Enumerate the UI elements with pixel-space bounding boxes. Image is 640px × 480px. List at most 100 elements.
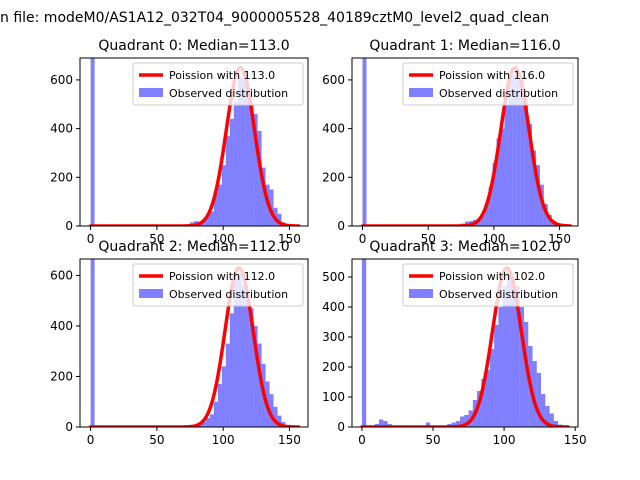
histogram-bar [205, 215, 210, 226]
x-tick-label: 150 [278, 433, 301, 447]
histogram-bar [496, 138, 501, 226]
x-tick-label: 0 [87, 232, 95, 246]
histogram-bar [257, 343, 262, 427]
histogram-bar [253, 325, 258, 427]
histogram-bar [253, 114, 258, 226]
histogram-bar [241, 285, 246, 427]
legend-hist-swatch [139, 88, 163, 97]
histogram-bar [520, 79, 525, 226]
histogram-bar [237, 77, 242, 226]
histogram-bar [506, 271, 512, 427]
x-tick-label: 50 [149, 232, 164, 246]
panel-0: 0 50 100 150 0 200 400 600 Quadrant 0: Median=11… [50, 38, 309, 246]
plot-area [360, 58, 572, 226]
poisson-fit-line [360, 266, 570, 427]
panel-title: Quadrant 3: Median=102.0 [369, 239, 560, 255]
y-tick-label: 400 [322, 122, 345, 136]
histogram-bar [489, 349, 495, 427]
histogram-bar [217, 384, 222, 427]
x-tick-label: 50 [425, 433, 440, 447]
histogram-bar [425, 422, 431, 427]
legend-fit-label: Poission with 116.0 [439, 69, 545, 82]
histogram-bar [488, 187, 493, 226]
x-tick-label: 0 [358, 433, 366, 447]
histogram-bar [532, 361, 537, 427]
axes-frame [351, 57, 579, 227]
histogram-bar [455, 421, 461, 427]
x-tick-label: 150 [564, 433, 587, 447]
histogram-bar [549, 413, 554, 427]
histogram-bar [221, 165, 226, 226]
poisson-fit-line [88, 266, 301, 427]
histogram-bar [523, 322, 529, 427]
histogram-bar [481, 379, 486, 427]
x-tick-label: 100 [212, 433, 235, 447]
histogram-bar [249, 101, 254, 226]
y-tick-label: 200 [322, 360, 345, 374]
y-tick-label: 600 [50, 268, 73, 282]
legend-box [402, 263, 574, 307]
x-tick-label: 50 [421, 232, 436, 246]
x-tick-label: 0 [359, 232, 367, 246]
panel-title: Quadrant 0: Median=113.0 [98, 38, 289, 54]
histogram-bar [90, 58, 95, 226]
histogram-bar [209, 211, 214, 226]
x-tick-label: 150 [278, 232, 301, 246]
plot-area [88, 58, 301, 226]
plot-area [360, 259, 570, 427]
y-tick-label: 0 [65, 420, 73, 434]
histogram-bar [451, 422, 456, 427]
histogram-bar [498, 307, 503, 427]
histogram-bar [477, 391, 482, 427]
histogram-bar [213, 191, 218, 226]
histogram-bar [512, 75, 517, 226]
y-tick-label: 0 [337, 219, 345, 233]
y-tick-label: 100 [322, 390, 345, 404]
histogram-bar [379, 419, 384, 427]
x-tick-label: 100 [493, 433, 516, 447]
x-tick-label: 100 [212, 232, 235, 246]
histogram-bar [519, 307, 524, 427]
histogram-bar [515, 286, 520, 427]
y-tick-label: 0 [65, 219, 73, 233]
legend: Poission with 112.0 Observed distribution [132, 263, 304, 307]
y-tick-label: 400 [50, 122, 73, 136]
axes-frame [79, 57, 309, 227]
histogram-bar [229, 313, 234, 427]
x-tick-label: 100 [482, 232, 505, 246]
panel-1: 0 50 100 150 0 200 400 600 Quadrant 1: Median=11… [322, 38, 579, 246]
figure-suptitle: n file: modeM0/AS1A12_032T04_9000005528_… [0, 10, 549, 26]
histogram-bar [528, 123, 533, 226]
histogram-bar [524, 99, 529, 226]
histogram-bar [261, 167, 266, 226]
legend: Poission with 113.0 Observed distribution [132, 62, 304, 106]
legend-hist-swatch [139, 289, 163, 298]
legend-hist-label: Observed distribution [169, 288, 288, 301]
legend-box [132, 62, 304, 106]
histogram-bar [535, 165, 540, 226]
axes-frame [351, 258, 579, 428]
histogram-bar [541, 394, 546, 427]
histogram-bar [502, 286, 507, 427]
histogram-bar [492, 162, 497, 226]
histogram-bar [504, 104, 509, 226]
poisson-fit-line [88, 65, 301, 226]
y-tick-label: 200 [50, 170, 73, 184]
histogram-bar [225, 343, 230, 427]
legend-hist-label: Observed distribution [169, 87, 288, 100]
x-tick-label: 150 [548, 232, 571, 246]
x-tick-label: 0 [87, 433, 95, 447]
histogram-bar [383, 421, 388, 427]
histogram-bar [485, 370, 490, 427]
histogram-bar [233, 277, 238, 427]
histogram-bar [229, 118, 234, 226]
histogram-bar [241, 77, 246, 226]
y-tick-label: 200 [322, 170, 345, 184]
histogram-bar [532, 150, 536, 226]
histogram-bar [464, 415, 469, 427]
y-tick-label: 0 [337, 420, 345, 434]
histogram-bar [209, 414, 214, 427]
histogram-bar [508, 75, 513, 226]
axes-frame [79, 258, 309, 428]
